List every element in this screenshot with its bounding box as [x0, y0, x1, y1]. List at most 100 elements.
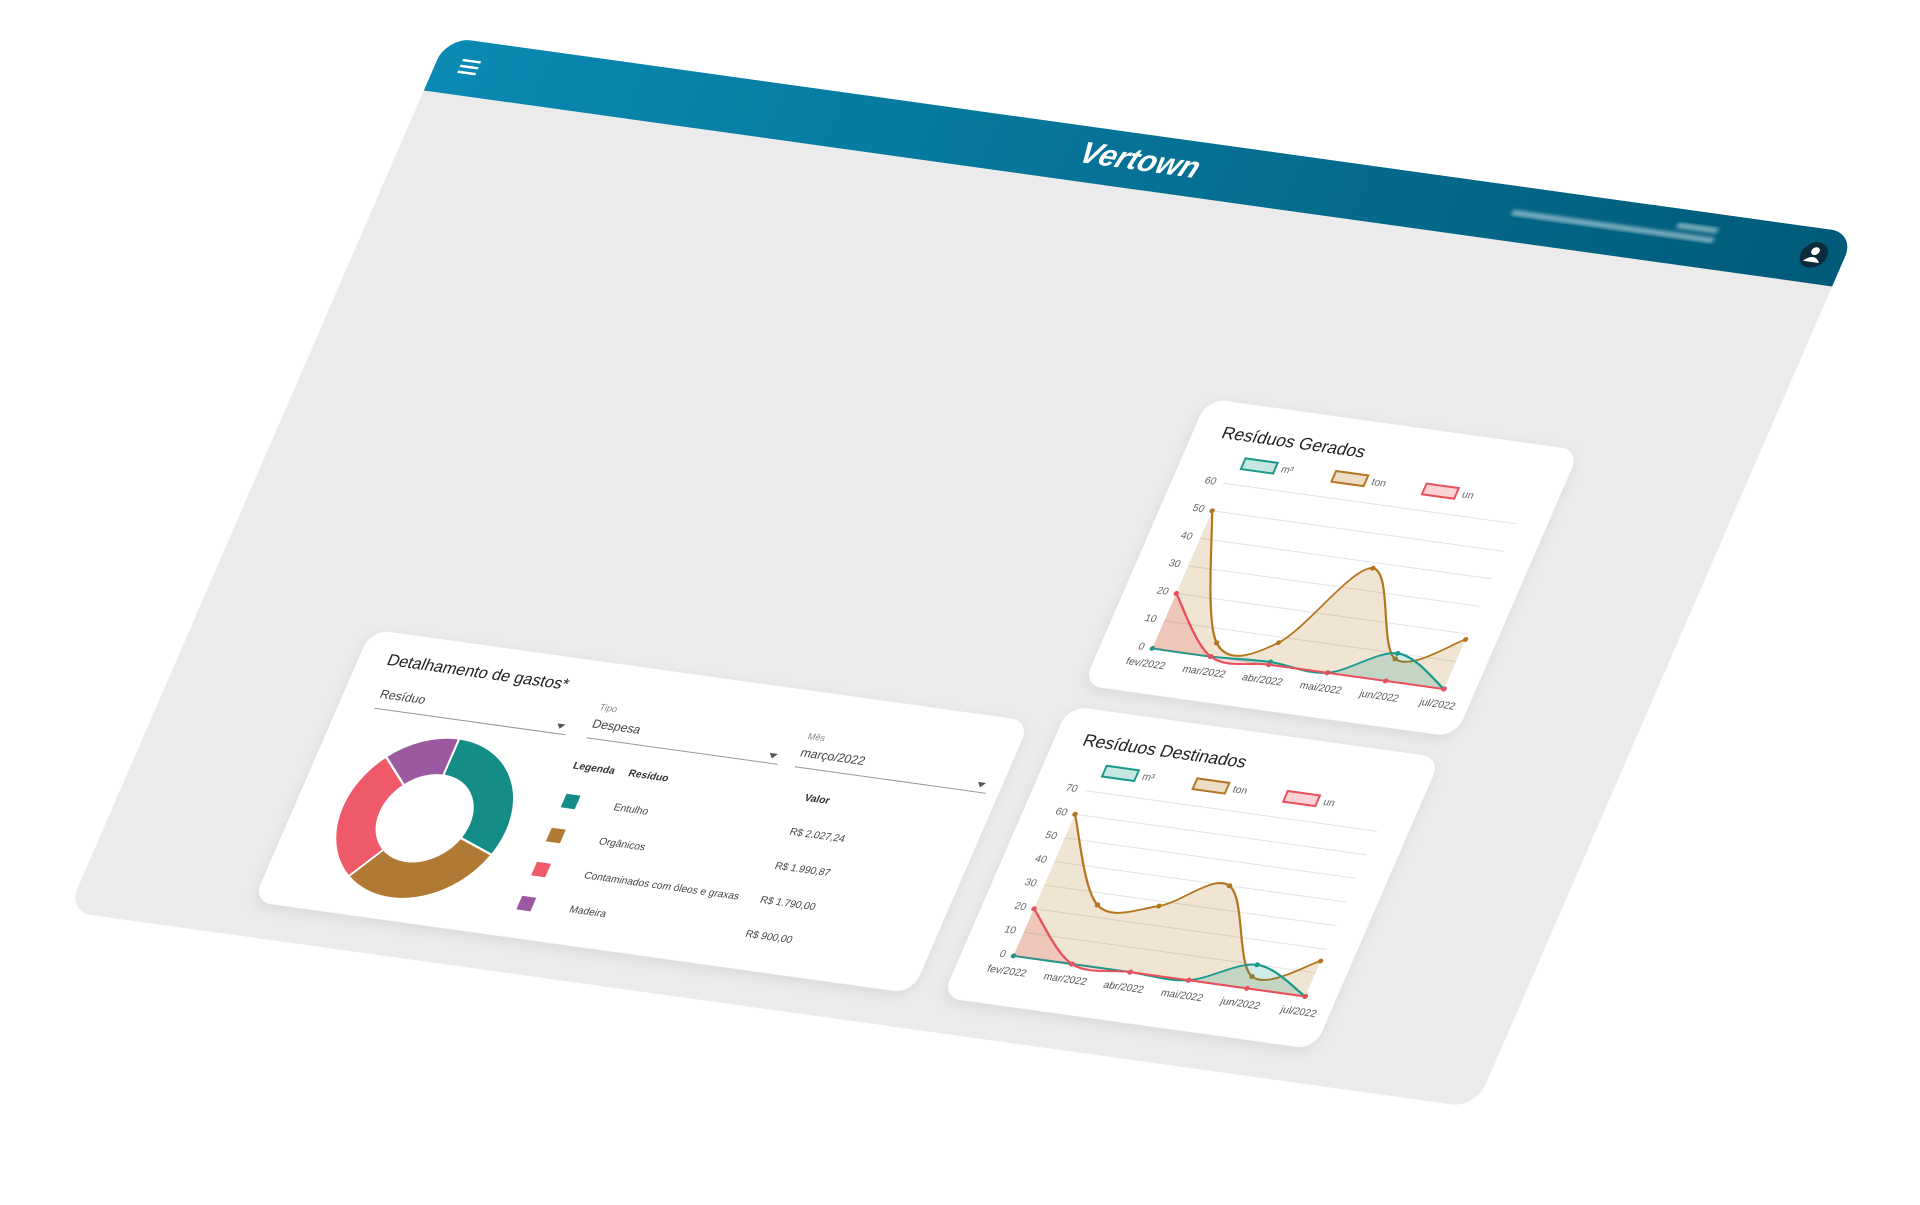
- legend-label: Madeira: [567, 905, 608, 920]
- grid-line: [1211, 510, 1505, 552]
- grid-line: [1033, 908, 1326, 950]
- legend-swatch: [560, 793, 581, 810]
- grid-line: [1223, 482, 1516, 525]
- x-tick-label: fev/2022: [1124, 656, 1167, 672]
- data-point: [1156, 903, 1162, 909]
- legend-label: Entulho: [612, 803, 651, 818]
- x-tick-label: fev/2022: [985, 964, 1028, 980]
- grid-line: [1064, 837, 1357, 879]
- dropdown-arrow: [557, 723, 566, 729]
- dashboard: Vertown Resíduos Gerados0102030405060fev…: [67, 37, 1856, 1108]
- data-point: [1244, 985, 1250, 991]
- field-underline: [374, 707, 566, 736]
- x-tick-label: jul/2022: [1278, 1005, 1319, 1020]
- field-underline: [794, 766, 987, 794]
- data-point: [1275, 640, 1282, 646]
- data-point: [1302, 994, 1308, 999]
- grid-line: [1054, 860, 1347, 903]
- y-tick-label: 20: [1012, 901, 1028, 913]
- data-point: [1185, 977, 1192, 983]
- legend-swatch: [1100, 764, 1141, 783]
- grid-line: [1199, 537, 1493, 580]
- legend-swatch: [516, 895, 537, 912]
- legend-swatch: [1420, 482, 1461, 500]
- card-bg: [259, 631, 1025, 991]
- field-label: Mês: [806, 731, 827, 743]
- dropdown-arrow: [769, 752, 778, 759]
- data-point: [1072, 811, 1078, 817]
- y-tick-label: 70: [1064, 783, 1080, 795]
- legend-label: un: [1460, 490, 1476, 502]
- app-bar: [423, 37, 1856, 287]
- data-point: [1209, 508, 1215, 514]
- data-point: [1441, 686, 1447, 692]
- legend-swatch: [531, 861, 552, 878]
- user-avatar[interactable]: [1795, 241, 1832, 270]
- data-point: [1254, 962, 1260, 968]
- y-tick-label: 20: [1155, 586, 1171, 598]
- y-tick-label: 40: [1179, 531, 1195, 543]
- y-tick-label: 30: [1023, 877, 1039, 889]
- legend-label: ton: [1231, 785, 1250, 797]
- data-point: [1394, 650, 1401, 656]
- y-tick-label: 50: [1191, 503, 1207, 515]
- y-tick-label: 60: [1053, 807, 1069, 819]
- legend-swatch: [1191, 777, 1231, 795]
- y-tick-label: 10: [1002, 925, 1018, 937]
- field-value: Resíduo: [378, 687, 429, 706]
- data-point: [1317, 958, 1324, 964]
- x-tick-label: jul/2022: [1416, 697, 1457, 712]
- table-header: Valor: [802, 793, 831, 807]
- data-point: [1392, 656, 1398, 662]
- card: Detalhamento de gastos*ResíduoTipoDespes…: [259, 631, 1025, 991]
- menu-button[interactable]: [457, 58, 482, 76]
- legend-label: ton: [1369, 477, 1388, 489]
- y-tick-label: 10: [1143, 613, 1159, 625]
- data-point: [1127, 969, 1133, 975]
- y-tick-label: 60: [1202, 476, 1218, 488]
- grid-line: [1187, 565, 1481, 607]
- data-point: [1031, 906, 1037, 912]
- y-tick-label: 40: [1033, 854, 1049, 866]
- legend-swatch: [1239, 457, 1280, 475]
- donut-slice: [334, 755, 406, 878]
- legend-swatch: [545, 827, 566, 844]
- data-point: [1173, 590, 1179, 596]
- grid-line: [1085, 790, 1378, 832]
- user-info-blurred: [1511, 210, 1719, 243]
- y-tick-label: 50: [1043, 830, 1059, 842]
- data-point: [1207, 654, 1214, 660]
- series-area: [1152, 510, 1466, 690]
- data-point: [1213, 640, 1220, 646]
- data-point: [1370, 565, 1376, 571]
- y-tick-label: 30: [1167, 558, 1183, 570]
- series-area: [1013, 814, 1321, 997]
- legend-label: m³: [1140, 772, 1157, 784]
- data-point: [1249, 974, 1255, 980]
- card-bg: [1089, 400, 1574, 735]
- data-point: [1149, 646, 1156, 651]
- field-underline: [586, 737, 778, 765]
- grid-line: [1074, 813, 1367, 856]
- series-line: [1013, 954, 1307, 998]
- card: Resíduos Gerados0102030405060fev/2022mar…: [1089, 400, 1574, 735]
- y-tick-label: 0: [998, 949, 1008, 960]
- data-point: [1324, 670, 1331, 676]
- field-value: Despesa: [590, 717, 643, 737]
- donut-slice: [346, 836, 494, 900]
- series-line: [1033, 908, 1306, 998]
- legend-swatch: [1281, 789, 1322, 808]
- card: Resíduos Destinados010203040506070fev/20…: [948, 708, 1435, 1047]
- donut-slice: [441, 737, 516, 857]
- grid-line: [1176, 592, 1469, 635]
- data-point: [1226, 883, 1233, 889]
- grid-line: [1044, 884, 1337, 927]
- field-label: Tipo: [598, 702, 619, 714]
- y-tick-label: 0: [1136, 642, 1146, 653]
- donut-slice: [384, 736, 461, 787]
- legend-swatch: [1329, 469, 1370, 488]
- legend-label: un: [1321, 797, 1337, 809]
- grid-line: [1023, 931, 1316, 974]
- dropdown-arrow: [978, 781, 987, 788]
